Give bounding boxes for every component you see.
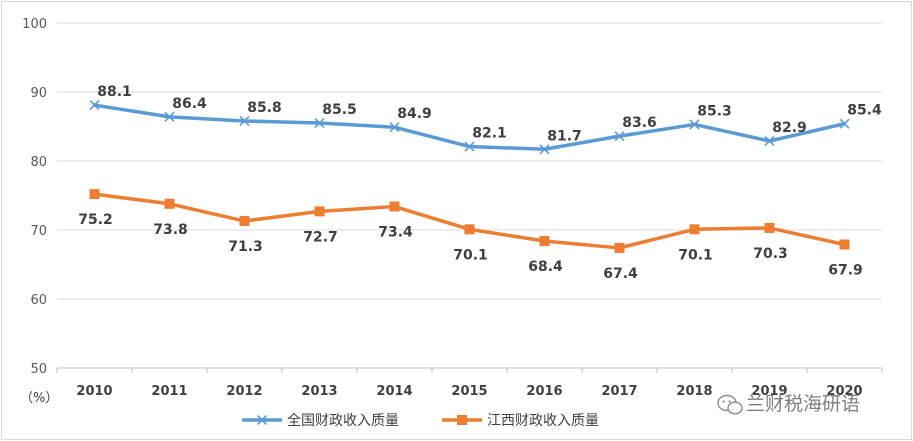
data-point-marker	[764, 222, 775, 233]
data-point-marker	[464, 141, 475, 152]
x-tick-label: 2014	[376, 384, 412, 399]
data-point-marker	[314, 206, 325, 217]
x-tick-label: 2015	[451, 384, 487, 399]
marker-stroke	[89, 100, 100, 111]
x-tick-label: 2020	[826, 384, 862, 399]
data-label: 67.9	[828, 262, 863, 278]
data-point-marker	[689, 119, 700, 130]
data-point-marker	[164, 111, 175, 122]
marker-stroke	[839, 118, 850, 129]
legend-item-1: 全国财政收入质量	[242, 412, 399, 429]
data-label: 82.9	[772, 120, 807, 136]
marker-stroke	[464, 141, 475, 152]
label-layer: 88.1 86.4 85.8 85.5 84.9 82.1 81.7 83.6 85.3 82.9…	[78, 84, 882, 282]
data-label: 81.7	[547, 128, 582, 144]
data-point-marker	[614, 131, 625, 142]
data-label: 85.4	[847, 103, 882, 119]
data-point-marker	[239, 115, 250, 127]
legend-label: 江西财政收入质量	[487, 413, 599, 429]
data-point-marker	[839, 239, 850, 250]
data-point-marker	[689, 224, 700, 235]
data-label: 73.8	[153, 222, 188, 238]
marker-stroke	[614, 131, 625, 142]
data-label: 84.9	[397, 106, 432, 122]
legend-swatch-marker	[256, 414, 268, 426]
data-label: 72.7	[303, 229, 338, 245]
data-point-marker	[389, 201, 400, 212]
data-label: 88.1	[97, 84, 132, 100]
data-point-marker	[539, 236, 550, 247]
series-line-1	[92, 103, 847, 152]
data-point-marker	[89, 189, 100, 200]
x-tick-label: 2010	[76, 384, 112, 399]
watermark-text: 兰财税海研语	[746, 393, 860, 415]
data-label: 85.8	[247, 100, 282, 116]
y-tick-label: 70	[30, 224, 47, 239]
y-tick-label: 60	[30, 293, 47, 308]
legend-item-2: 江西财政收入质量	[442, 413, 599, 429]
data-label: 86.4	[172, 96, 207, 112]
x-tick-label: 2013	[301, 384, 337, 399]
y-tick-label: 50	[30, 362, 47, 377]
data-label: 82.1	[472, 126, 507, 142]
marker-stroke	[389, 122, 400, 133]
data-label: 70.3	[753, 246, 788, 262]
marker-stroke	[239, 115, 250, 127]
watermark: 兰财税海研语	[717, 393, 860, 415]
data-label: 85.5	[322, 102, 357, 118]
y-tick-label: 100	[22, 17, 47, 32]
marker-stroke	[764, 135, 775, 147]
data-label: 71.3	[228, 239, 263, 255]
data-label: 70.1	[453, 247, 488, 263]
data-point-marker	[389, 122, 400, 133]
axis-layer: 50 60 70 80 90 100 2010 2011 2012 2013 2014 2015 201…	[20, 17, 883, 406]
y-tick-label: 90	[30, 86, 47, 101]
legend-swatch-marker	[457, 415, 467, 425]
data-label: 70.1	[678, 247, 713, 263]
x-tick-label: 2016	[526, 384, 562, 399]
data-point-marker	[839, 118, 850, 129]
data-label: 67.4	[603, 266, 638, 282]
data-point-marker	[314, 117, 325, 129]
series-line-2	[92, 192, 847, 250]
data-point-marker	[164, 198, 175, 209]
data-point-marker	[464, 224, 475, 235]
x-tick-label: 2012	[226, 384, 262, 399]
data-point-marker	[764, 135, 775, 147]
legend-label: 全国财政收入质量	[287, 412, 399, 429]
data-label: 85.3	[697, 103, 732, 119]
wechat-icon	[717, 394, 743, 415]
marker-stroke	[164, 111, 175, 122]
data-point-marker	[539, 144, 550, 155]
x-tick-label: 2017	[601, 384, 637, 399]
y-tick-label: 80	[30, 155, 47, 170]
data-point-marker	[239, 216, 250, 227]
x-tick-label: 2011	[151, 384, 187, 399]
x-tick-label: 2018	[676, 384, 712, 399]
data-label: 73.4	[378, 225, 413, 241]
marker-stroke	[689, 119, 700, 130]
data-label: 68.4	[528, 259, 563, 275]
legend: 全国财政收入质量 江西财政收入质量	[242, 412, 599, 429]
data-point-marker	[614, 242, 625, 253]
marker-stroke	[314, 117, 325, 129]
series-layer	[89, 100, 850, 253]
data-point-marker	[89, 100, 100, 111]
data-label: 83.6	[622, 115, 657, 131]
x-tick-label: 2019	[751, 384, 787, 399]
y-unit-label: （%）	[20, 391, 58, 406]
data-label: 75.2	[78, 212, 113, 228]
marker-stroke	[539, 144, 550, 155]
